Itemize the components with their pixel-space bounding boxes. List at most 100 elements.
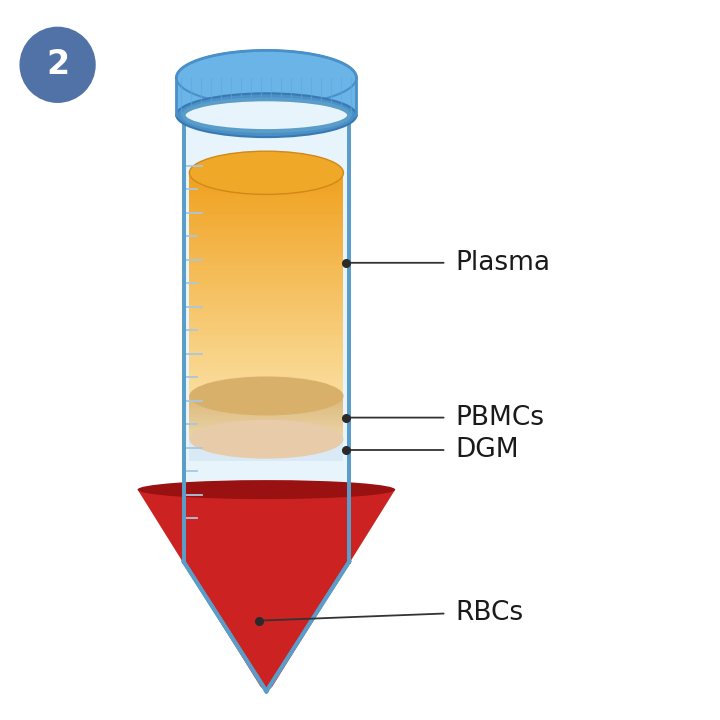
Ellipse shape — [188, 107, 345, 125]
Bar — [189, 430, 343, 433]
Text: 2: 2 — [46, 48, 69, 81]
Bar — [189, 296, 343, 298]
Bar — [189, 304, 343, 307]
Bar — [189, 351, 343, 354]
Bar — [189, 326, 343, 329]
Bar — [189, 220, 343, 223]
Ellipse shape — [176, 50, 356, 105]
Bar — [189, 377, 343, 379]
Ellipse shape — [184, 99, 349, 131]
Bar — [189, 397, 343, 400]
Ellipse shape — [189, 151, 343, 194]
Bar — [189, 329, 343, 332]
Bar — [189, 332, 343, 335]
Bar — [189, 419, 343, 422]
Ellipse shape — [184, 99, 349, 131]
Bar — [189, 428, 343, 431]
Bar — [189, 323, 343, 326]
Bar — [189, 400, 343, 402]
Bar — [189, 393, 343, 396]
Bar — [189, 307, 343, 310]
Bar — [189, 417, 343, 420]
Bar — [189, 404, 343, 407]
Ellipse shape — [189, 376, 343, 416]
Bar — [189, 298, 343, 301]
Text: DGM: DGM — [455, 437, 518, 463]
Bar — [189, 335, 343, 338]
Bar — [189, 186, 343, 189]
Bar — [189, 262, 343, 265]
Bar — [189, 421, 343, 424]
Bar — [184, 115, 349, 562]
Ellipse shape — [189, 420, 343, 459]
Bar — [189, 195, 343, 198]
Bar — [189, 368, 343, 371]
Bar — [189, 243, 343, 246]
Bar — [189, 384, 343, 387]
Bar — [189, 204, 343, 207]
Text: RBCs: RBCs — [455, 600, 523, 626]
Bar — [189, 382, 343, 384]
Bar — [189, 207, 343, 209]
Bar — [189, 234, 343, 237]
Ellipse shape — [138, 480, 395, 499]
Bar — [189, 395, 343, 398]
Bar — [189, 413, 343, 415]
Bar — [189, 357, 343, 360]
Bar — [189, 217, 343, 220]
Bar — [189, 268, 343, 271]
Bar — [189, 173, 343, 176]
Bar — [189, 240, 343, 243]
Bar — [189, 184, 343, 186]
Circle shape — [20, 27, 95, 102]
Bar — [189, 374, 343, 377]
Bar — [189, 408, 343, 411]
Bar — [189, 276, 343, 279]
Bar — [189, 192, 343, 195]
Bar — [189, 315, 343, 318]
Bar — [189, 310, 343, 312]
Bar — [189, 198, 343, 201]
Bar — [189, 248, 343, 251]
Bar — [189, 223, 343, 226]
Bar — [189, 320, 343, 323]
Bar — [189, 256, 343, 259]
Bar — [189, 360, 343, 363]
Bar — [189, 290, 343, 293]
Bar — [189, 215, 343, 217]
Bar — [189, 231, 343, 234]
Bar — [189, 209, 343, 212]
Bar — [189, 253, 343, 256]
Polygon shape — [184, 562, 349, 691]
Bar — [189, 312, 343, 315]
Bar — [189, 318, 343, 320]
Bar — [189, 390, 343, 393]
Bar — [189, 301, 343, 304]
Ellipse shape — [176, 94, 356, 137]
Text: PBMCs: PBMCs — [455, 405, 544, 431]
Bar — [189, 439, 343, 461]
Bar — [189, 265, 343, 268]
Bar — [189, 346, 343, 348]
Bar — [189, 348, 343, 351]
Bar — [189, 246, 343, 248]
Bar — [189, 426, 343, 428]
Bar — [189, 379, 343, 382]
Bar — [189, 354, 343, 357]
Bar — [189, 176, 343, 179]
Bar — [189, 363, 343, 365]
Ellipse shape — [189, 377, 343, 415]
Bar — [189, 434, 343, 437]
Bar — [189, 229, 343, 231]
Bar — [189, 365, 343, 368]
Bar — [189, 271, 343, 273]
Bar — [189, 402, 343, 405]
Bar — [189, 282, 343, 284]
Bar — [189, 423, 343, 426]
Bar — [189, 212, 343, 215]
Bar — [189, 436, 343, 439]
Bar — [189, 343, 343, 346]
Bar — [189, 226, 343, 229]
Bar — [189, 251, 343, 253]
Bar — [189, 338, 343, 341]
